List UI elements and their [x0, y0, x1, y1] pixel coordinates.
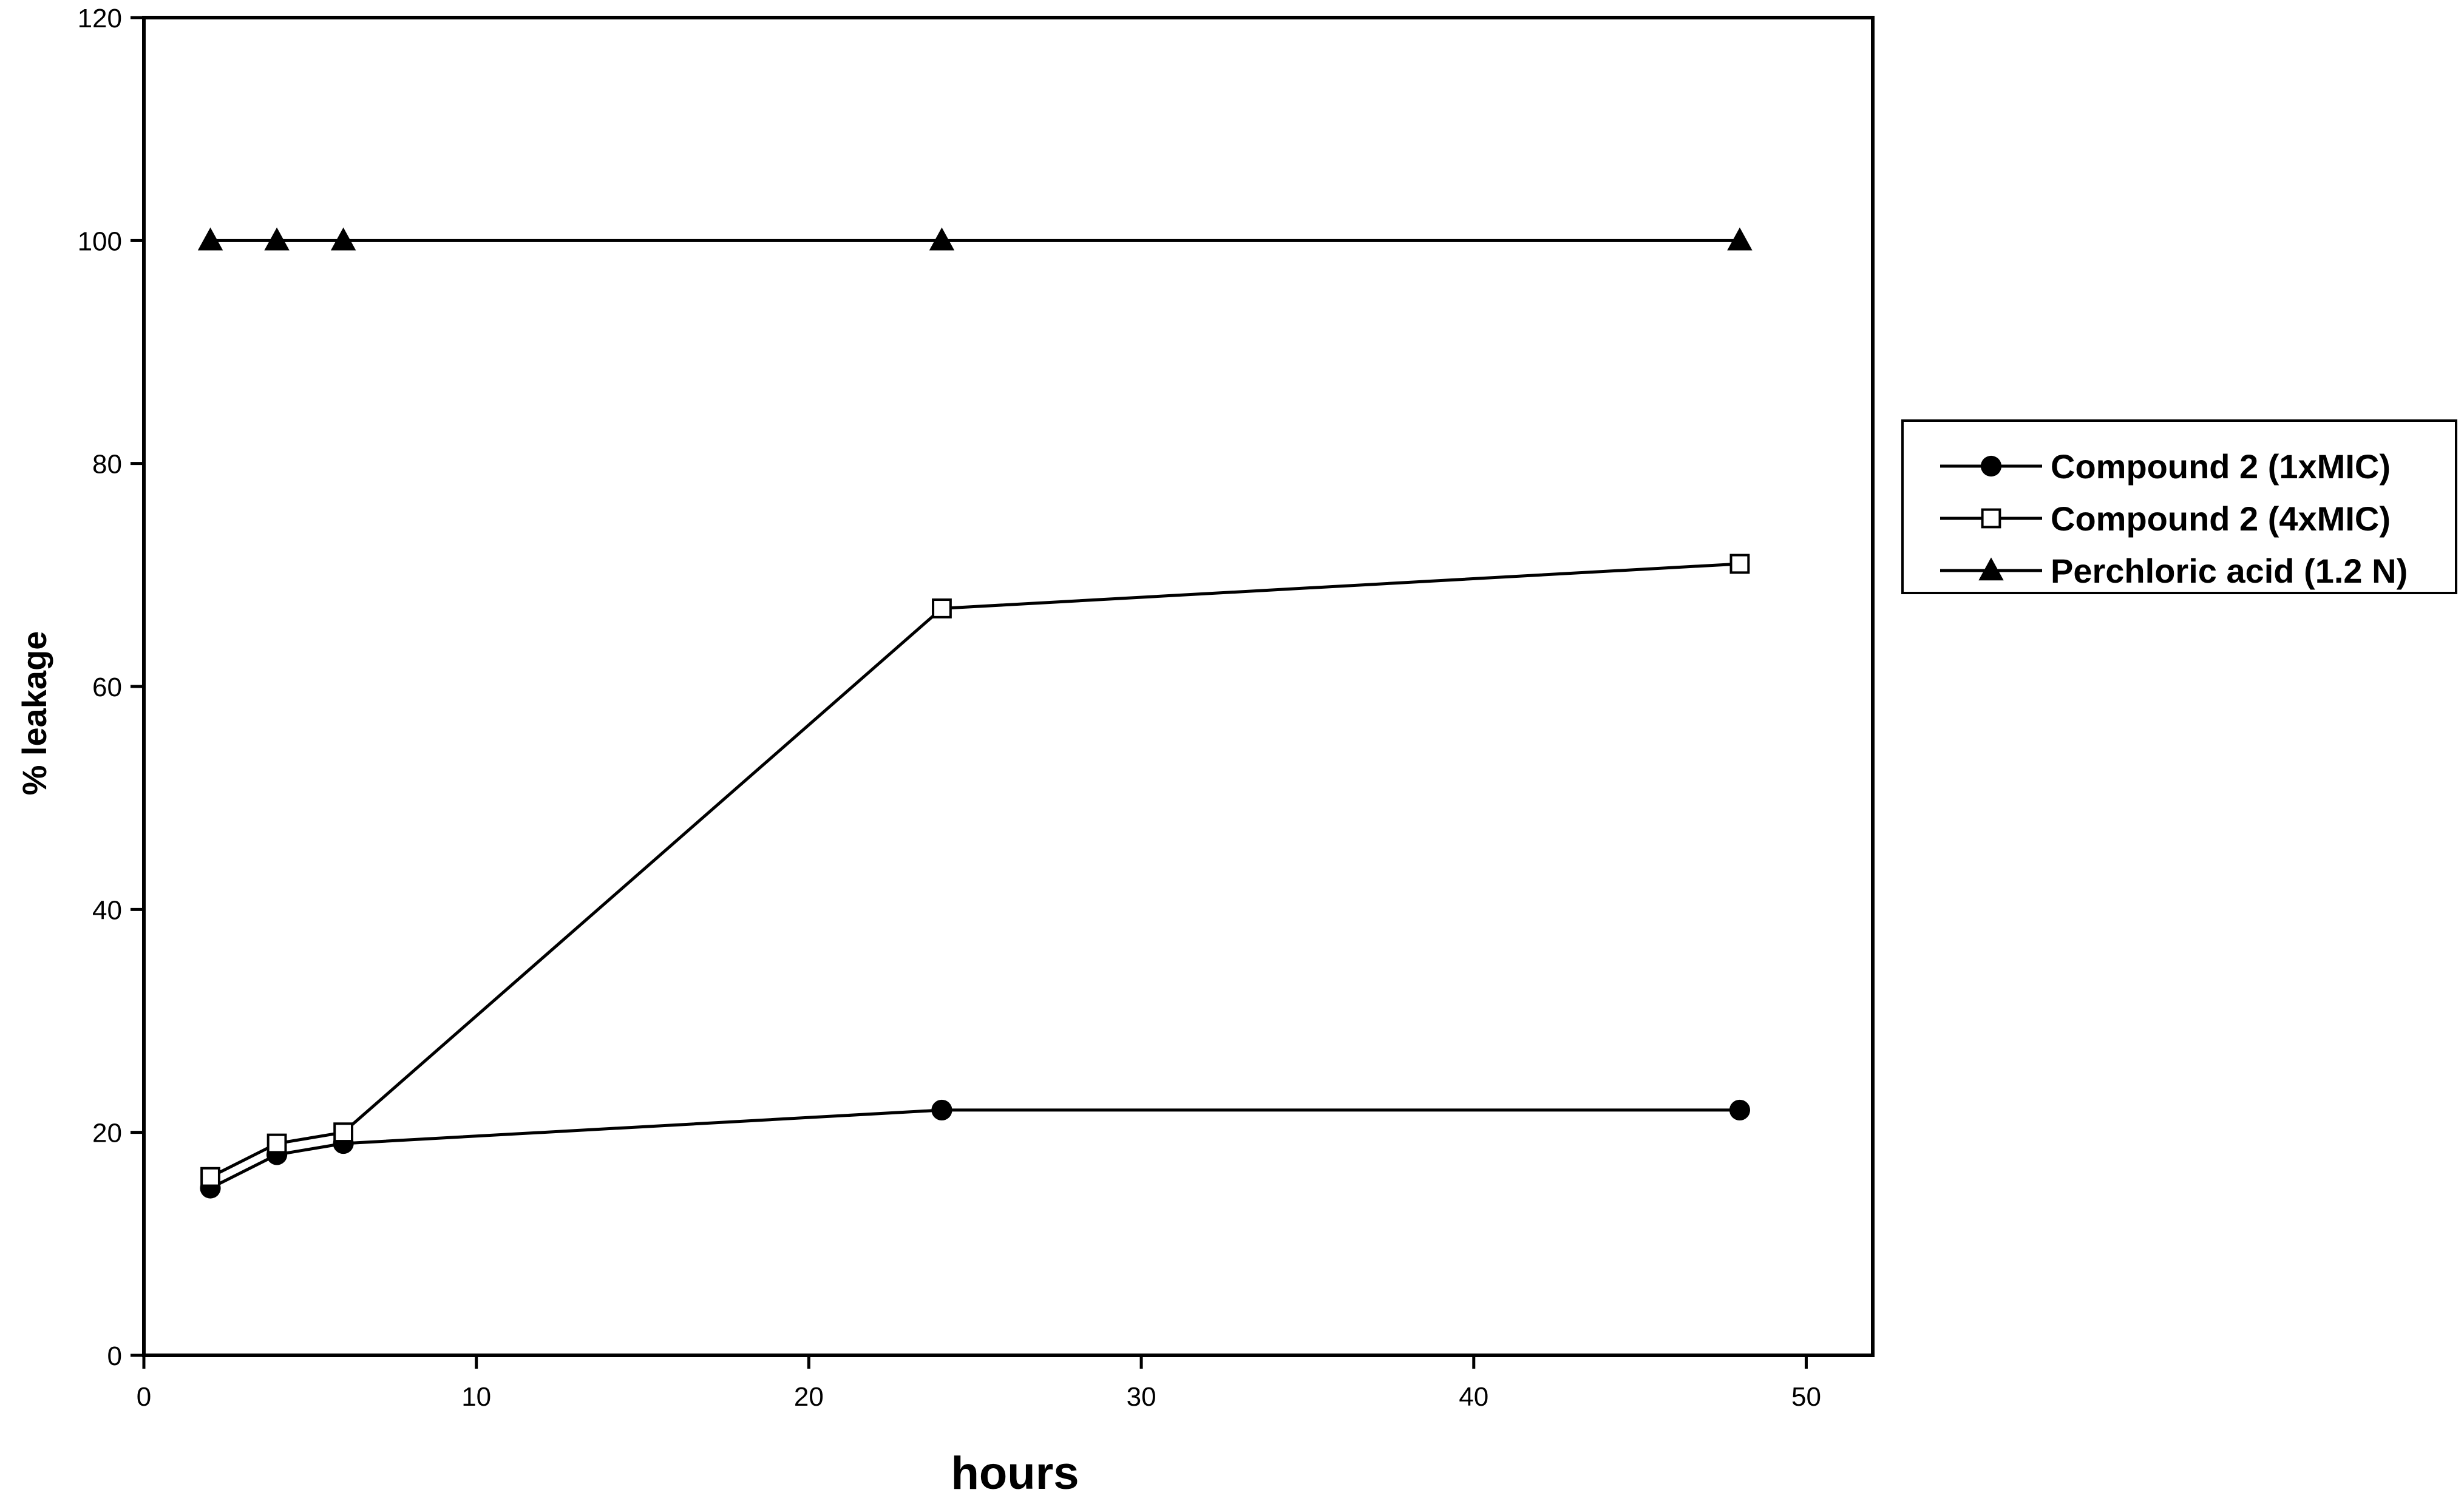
y-axis-title: % leakage	[15, 631, 53, 796]
series-group	[200, 554, 1750, 1187]
x-tick-label: 10	[461, 1382, 491, 1412]
y-tick-label: 0	[107, 1341, 122, 1371]
y-tick-label: 100	[78, 226, 122, 256]
data-point-square	[333, 1122, 354, 1143]
y-tick-label: 40	[92, 895, 122, 925]
data-point-square	[266, 1133, 287, 1154]
data-point-square	[200, 1167, 220, 1187]
data-point-square	[932, 598, 952, 618]
series-line	[209, 562, 1740, 1179]
series-line	[209, 1108, 1740, 1190]
data-point-triangle	[929, 227, 955, 251]
y-tick-label: 80	[92, 450, 122, 479]
y-axis: 0 20 40 60 80 100 120	[78, 4, 144, 1371]
data-point-circle	[931, 1099, 952, 1121]
legend-label: Compound 2 (1xMIC)	[2051, 447, 2391, 486]
series-layer	[197, 227, 1753, 1199]
data-point-circle	[1729, 1099, 1751, 1121]
data-point-triangle	[264, 227, 290, 251]
data-point-triangle	[1978, 557, 2004, 581]
data-point-square	[1729, 554, 1750, 574]
legend-label: Perchloric acid (1.2 N)	[2051, 552, 2408, 590]
x-tick-label: 40	[1459, 1382, 1488, 1412]
y-tick-label: 20	[92, 1119, 122, 1148]
data-point-triangle	[197, 227, 223, 251]
data-point-triangle	[1727, 227, 1753, 251]
legend-items: Compound 2 (1xMIC) Compound 2 (4xMIC) Perc…	[1940, 447, 2408, 590]
data-point-triangle	[330, 227, 356, 251]
x-tick-label: 20	[794, 1382, 824, 1412]
x-tick-label: 50	[1791, 1382, 1821, 1412]
series-group	[200, 1099, 1751, 1199]
x-axis: 0 10 20 30 40 50	[137, 1355, 1821, 1412]
x-tick-label: 30	[1127, 1382, 1156, 1412]
x-axis-title: hours	[951, 1448, 1079, 1499]
x-tick-label: 0	[137, 1382, 151, 1412]
data-point-square	[1981, 508, 2001, 529]
y-tick-label: 60	[92, 673, 122, 702]
data-point-circle	[1980, 455, 2002, 477]
plot-frame	[142, 16, 1875, 1357]
series-group	[197, 227, 1753, 251]
legend: Compound 2 (1xMIC) Compound 2 (4xMIC) Perc…	[1901, 419, 2457, 594]
y-tick-label: 120	[78, 4, 122, 33]
legend-label: Compound 2 (4xMIC)	[2051, 500, 2391, 538]
